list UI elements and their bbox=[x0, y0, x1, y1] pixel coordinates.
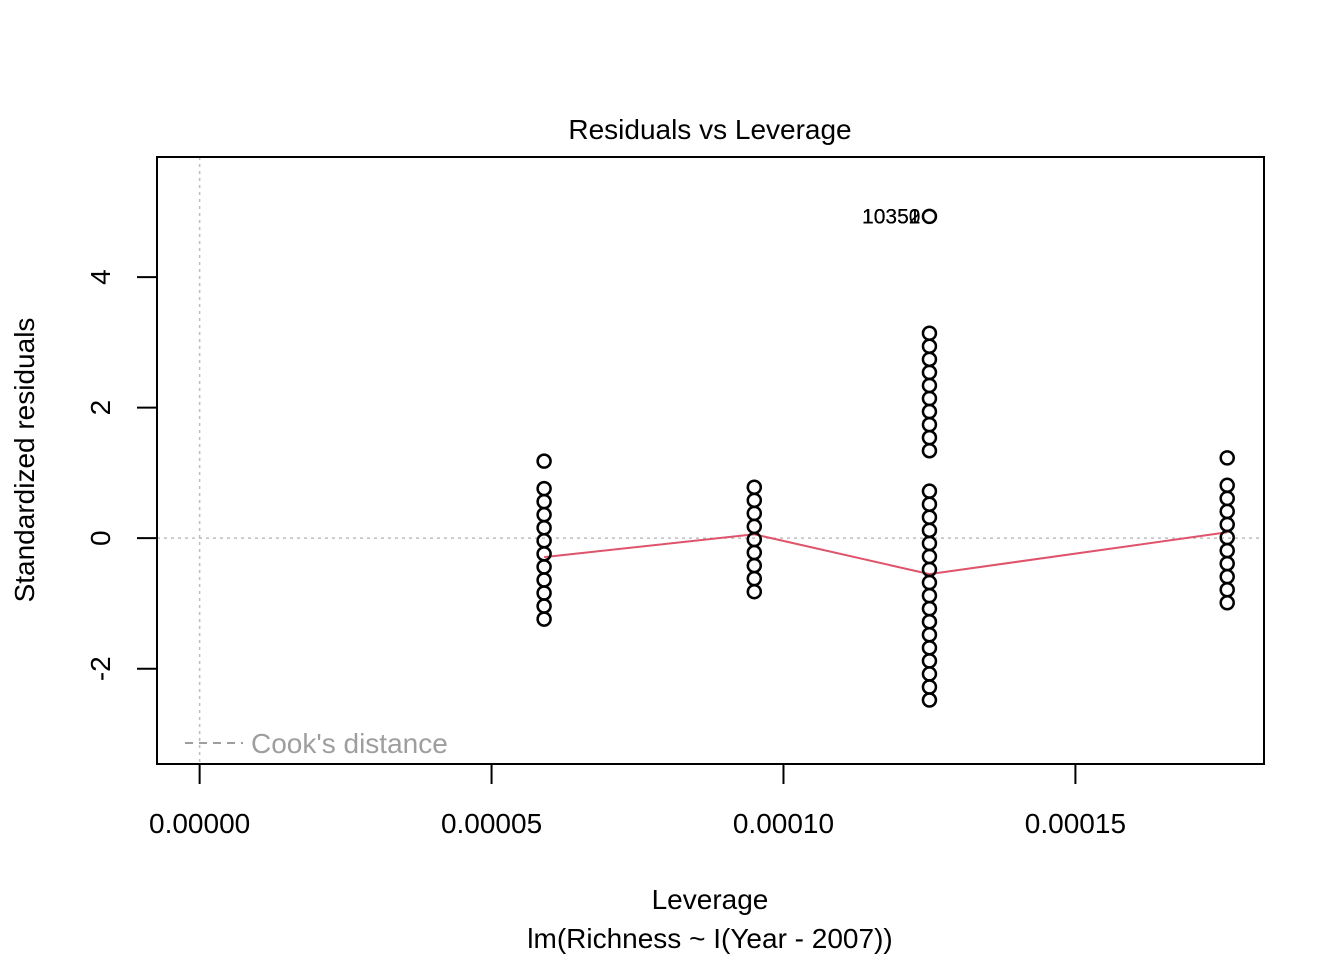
residual-point bbox=[746, 557, 763, 574]
residual-point bbox=[921, 496, 938, 512]
x-tick-label: 0.00010 bbox=[733, 808, 834, 839]
chart-subtitle: lm(Richness ~ I(Year - 2007)) bbox=[527, 923, 892, 954]
residual-point bbox=[536, 546, 552, 562]
residual-point bbox=[746, 518, 763, 535]
residual-point bbox=[921, 364, 938, 381]
residual-points bbox=[536, 208, 1235, 708]
legend-label: Cook's distance bbox=[251, 728, 448, 759]
residual-point bbox=[921, 429, 938, 446]
residual-point bbox=[921, 640, 938, 656]
residual-point bbox=[536, 559, 552, 575]
legend: Cook's distance bbox=[185, 728, 448, 759]
residual-point bbox=[746, 479, 763, 496]
residual-point bbox=[921, 208, 938, 225]
residual-point bbox=[921, 548, 938, 565]
residual-point bbox=[746, 505, 763, 522]
residual-point bbox=[921, 351, 938, 368]
x-axis-label: Leverage bbox=[652, 884, 769, 915]
reference-lines bbox=[157, 157, 1264, 764]
residual-point bbox=[1219, 581, 1235, 598]
y-tick-label: 2 bbox=[85, 400, 116, 416]
residual-point bbox=[536, 519, 552, 536]
y-tick-label: 0 bbox=[85, 530, 116, 546]
residual-point bbox=[921, 483, 938, 499]
residual-point bbox=[536, 480, 552, 497]
residual-point bbox=[1219, 503, 1235, 520]
y-tick-label: -2 bbox=[85, 656, 116, 681]
residual-point bbox=[921, 325, 938, 341]
y-tick-label: 4 bbox=[85, 269, 116, 285]
residual-point bbox=[536, 453, 552, 469]
residual-point bbox=[921, 613, 938, 630]
residual-point bbox=[536, 506, 552, 523]
outlier-label: 10352 bbox=[862, 205, 920, 228]
residual-point bbox=[1219, 516, 1235, 533]
residual-point bbox=[921, 574, 938, 591]
plot-frame bbox=[156, 156, 1265, 765]
residual-point bbox=[746, 544, 763, 561]
outlier-label: 10350 bbox=[862, 205, 920, 228]
residual-point bbox=[536, 572, 552, 588]
residual-point bbox=[921, 692, 938, 708]
residual-point bbox=[921, 416, 938, 433]
residual-point bbox=[536, 493, 552, 510]
residual-point bbox=[1219, 477, 1235, 494]
smoother-line bbox=[543, 531, 1228, 576]
residual-point bbox=[1219, 555, 1235, 572]
residual-point bbox=[921, 390, 938, 407]
x-axis: 0.00000 0.00005 0.00010 0.00015 bbox=[149, 763, 1126, 839]
x-tick-label: 0.00015 bbox=[1025, 808, 1126, 839]
residual-point bbox=[921, 522, 938, 539]
y-axis: -2 0 2 4 bbox=[85, 269, 158, 681]
residual-point bbox=[921, 666, 938, 682]
residual-point bbox=[746, 570, 763, 587]
residual-point bbox=[921, 587, 938, 604]
residual-point bbox=[921, 679, 938, 695]
residual-point bbox=[1219, 490, 1235, 507]
residual-point bbox=[1219, 568, 1235, 585]
residual-point bbox=[536, 585, 552, 601]
smoother-line-group bbox=[543, 531, 1228, 576]
residual-point bbox=[536, 611, 552, 627]
residual-point bbox=[921, 600, 938, 617]
x-tick-label: 0.00000 bbox=[149, 808, 250, 839]
residual-point bbox=[536, 533, 552, 549]
residual-point bbox=[921, 509, 938, 526]
residual-point bbox=[746, 583, 763, 600]
residual-point bbox=[536, 598, 552, 614]
residual-point bbox=[921, 377, 938, 394]
residual-point bbox=[921, 338, 938, 355]
residual-point bbox=[746, 492, 763, 509]
y-axis-label: Standardized residuals bbox=[9, 318, 40, 603]
residual-point bbox=[921, 403, 938, 420]
residual-point bbox=[1219, 450, 1235, 466]
residual-point bbox=[921, 627, 938, 643]
x-tick-label: 0.00005 bbox=[441, 808, 542, 839]
residual-point bbox=[921, 653, 938, 669]
residual-point bbox=[921, 442, 938, 459]
residual-point bbox=[1219, 595, 1235, 611]
chart-title: Residuals vs Leverage bbox=[568, 114, 851, 145]
outlier-label: 10351 bbox=[862, 205, 920, 228]
residual-point bbox=[1219, 542, 1235, 559]
